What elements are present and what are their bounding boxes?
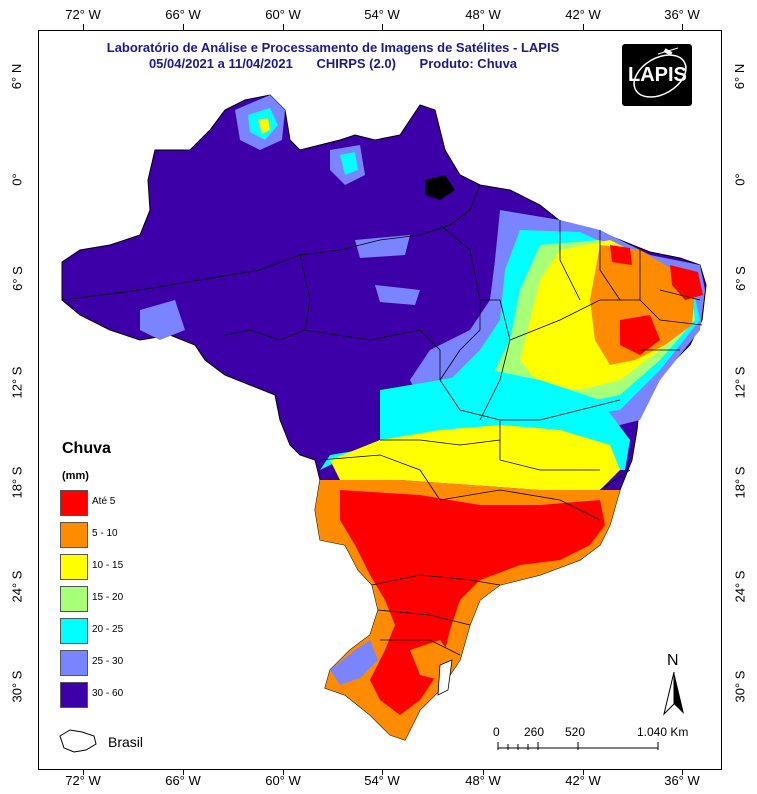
- ne-orange: [590, 245, 695, 365]
- legend-label: 25 - 30: [92, 656, 124, 667]
- patch-amapa-cyan: [340, 152, 358, 175]
- tick-mark: [382, 24, 383, 30]
- tick-mark: [483, 24, 484, 30]
- tick-mark: [183, 769, 184, 775]
- legend-label: 15 - 20: [92, 592, 124, 603]
- tick-mark: [183, 24, 184, 30]
- lat-label-right: 24° S: [732, 570, 748, 602]
- scale-label: 520: [565, 725, 586, 739]
- tick-mark: [83, 24, 84, 30]
- central-yellow: [330, 425, 620, 490]
- ne-red-1: [670, 265, 703, 300]
- lat-label-left: 12° S: [9, 366, 25, 398]
- lat-label-left: 18° S: [9, 466, 25, 498]
- lat-label-right: 18° S: [732, 466, 748, 498]
- legend-swatch: [60, 682, 88, 708]
- north-label: N: [667, 652, 679, 669]
- lon-label-bottom: 72° W: [65, 773, 101, 788]
- lon-label-bottom: 36° W: [664, 773, 700, 788]
- lon-label-top: 72° W: [65, 7, 101, 22]
- lat-label-left: 30° S: [9, 670, 25, 702]
- patch-roraima-yellow: [258, 118, 270, 134]
- lon-label-bottom: 66° W: [165, 773, 201, 788]
- legend-title: Chuva: [62, 440, 111, 457]
- satellite-orbit-icon: [633, 47, 687, 98]
- legend-swatch: [60, 554, 88, 580]
- lon-label-bottom: 54° W: [364, 773, 400, 788]
- tick-mark: [483, 769, 484, 775]
- tick-mark: [283, 24, 284, 30]
- lat-label-left: 6° N: [9, 63, 25, 89]
- lat-label-right: 6° S: [732, 265, 748, 291]
- legend-label: 10 - 15: [92, 560, 124, 571]
- map-period: 05/04/2021 a 11/04/2021: [148, 56, 293, 71]
- logo-text: LAPIS: [628, 64, 687, 86]
- lon-label-top: 66° W: [165, 7, 201, 22]
- south-red: [340, 490, 605, 715]
- lat-label-right: 12° S: [732, 366, 748, 398]
- lon-label-bottom: 48° W: [465, 773, 501, 788]
- lon-label-top: 60° W: [265, 7, 301, 22]
- lat-label-right: 30° S: [732, 670, 748, 702]
- tick-mark: [583, 769, 584, 775]
- map-title: Laboratório de Análise e Processamento d…: [106, 40, 560, 55]
- lat-label-left: 6° S: [9, 265, 25, 291]
- north-arrow-icon: [663, 671, 684, 716]
- scale-bar: [497, 742, 659, 750]
- lon-label-top: 54° W: [364, 7, 400, 22]
- ne-red-3: [610, 245, 632, 265]
- legend-swatch: [60, 586, 88, 612]
- legend-swatch: [60, 618, 88, 644]
- scale-label: 0: [493, 725, 500, 739]
- legend-swatch: [60, 490, 88, 516]
- lon-label-top: 36° W: [664, 7, 700, 22]
- lon-label-top: 42° W: [565, 7, 601, 22]
- legend-unit: (mm): [62, 470, 89, 482]
- map-subtitle: 05/04/2021 a 11/04/2021 CHIRPS (2.0) Pro…: [38, 56, 628, 71]
- ne-red-2: [620, 315, 660, 355]
- patch-central-am: [355, 235, 410, 258]
- tick-mark: [583, 24, 584, 30]
- brasil-outline-icon: [59, 729, 97, 753]
- patch-central-am-2: [375, 285, 420, 305]
- legend-label: 30 - 60: [92, 688, 124, 699]
- lapis-logo: LAPIS: [622, 44, 692, 106]
- lagoon: [437, 659, 453, 696]
- state-boundaries: [61, 184, 703, 656]
- patch-west-am: [140, 300, 185, 340]
- scale-label: 1.040 Km: [637, 725, 689, 739]
- marajo-island: [425, 175, 455, 200]
- legend-label: 20 - 25: [92, 624, 124, 635]
- lat-label-left: 0°: [9, 172, 25, 186]
- lat-label-right: 6° N: [732, 63, 748, 89]
- lon-label-top: 48° W: [465, 7, 501, 22]
- tick-mark: [382, 769, 383, 775]
- tick-mark: [682, 769, 683, 775]
- south-wet-sliver: [330, 640, 378, 685]
- brasil-legend-label: Brasil: [108, 734, 144, 750]
- legend-swatch: [60, 650, 88, 676]
- tick-mark: [283, 769, 284, 775]
- legend-swatch: [60, 522, 88, 548]
- lat-label-right: 0°: [732, 172, 748, 186]
- lon-label-bottom: 60° W: [265, 773, 301, 788]
- scale-label: 260: [524, 725, 545, 739]
- tick-mark: [83, 769, 84, 775]
- lon-label-bottom: 42° W: [565, 773, 601, 788]
- map-product: Produto: Chuva: [419, 56, 518, 71]
- legend-label: Até 5: [92, 496, 116, 507]
- legend-label: 5 - 10: [92, 528, 118, 539]
- tick-mark: [682, 24, 683, 30]
- lat-label-left: 24° S: [9, 570, 25, 602]
- map-source: CHIRPS (2.0): [316, 56, 396, 71]
